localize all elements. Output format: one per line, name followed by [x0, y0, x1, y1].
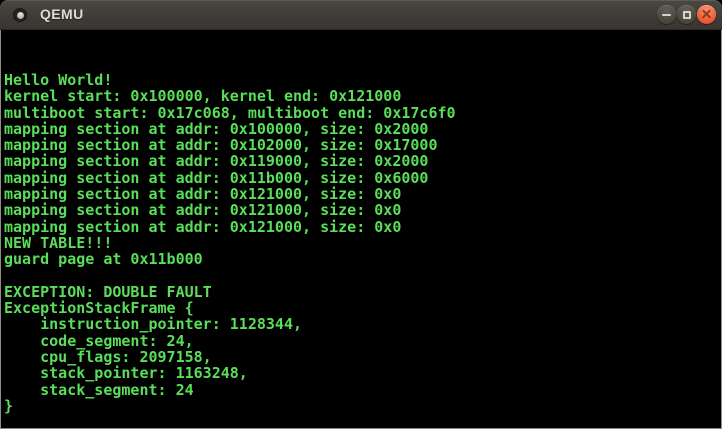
close-icon	[701, 9, 712, 20]
terminal-line: mapping section at addr: 0x11b000, size:…	[4, 168, 429, 187]
minimize-button[interactable]	[657, 5, 676, 24]
maximize-button[interactable]	[677, 5, 696, 24]
terminal-line: NEW TABLE!!!	[4, 233, 113, 252]
terminal-line: cpu_flags: 2097158,	[4, 348, 212, 367]
minimize-icon	[662, 14, 671, 16]
terminal-line: stack_pointer: 1163248,	[4, 364, 248, 383]
terminal-line: mapping section at addr: 0x121000, size:…	[4, 185, 402, 204]
terminal-line: multiboot start: 0x17c068, multiboot end…	[4, 103, 456, 122]
close-button[interactable]	[697, 5, 716, 24]
terminal-line: kernel start: 0x100000, kernel end: 0x12…	[4, 87, 402, 106]
terminal-line: mapping section at addr: 0x121000, size:…	[4, 201, 402, 220]
terminal-line: EXCEPTION: DOUBLE FAULT	[4, 282, 212, 301]
titlebar[interactable]: QEMU	[0, 0, 722, 30]
terminal-line: stack_segment: 24	[4, 380, 194, 399]
app-window-icon	[13, 8, 27, 22]
window-controls	[657, 5, 716, 24]
terminal-line: }	[4, 396, 14, 415]
window-title: QEMU	[40, 6, 84, 22]
terminal-line: guard page at 0x11b000	[4, 250, 203, 269]
terminal-line: mapping section at addr: 0x121000, size:…	[4, 217, 402, 236]
terminal-line: code_segment: 24,	[4, 331, 194, 350]
maximize-icon	[682, 10, 691, 19]
terminal-display[interactable]: Hello World! kernel start: 0x100000, kern…	[0, 30, 722, 429]
terminal-line: mapping section at addr: 0x100000, size:…	[4, 119, 429, 138]
terminal-line: mapping section at addr: 0x119000, size:…	[4, 152, 429, 171]
terminal-line	[4, 268, 721, 284]
terminal-line: instruction_pointer: 1128344,	[4, 315, 303, 334]
terminal-line: Hello World!	[4, 71, 113, 89]
terminal-line: ExceptionStackFrame {	[4, 299, 194, 318]
terminal-line: mapping section at addr: 0x102000, size:…	[4, 136, 438, 155]
app-window-icon-dot	[16, 11, 24, 19]
terminal-output: Hello World! kernel start: 0x100000, kern…	[4, 71, 721, 415]
